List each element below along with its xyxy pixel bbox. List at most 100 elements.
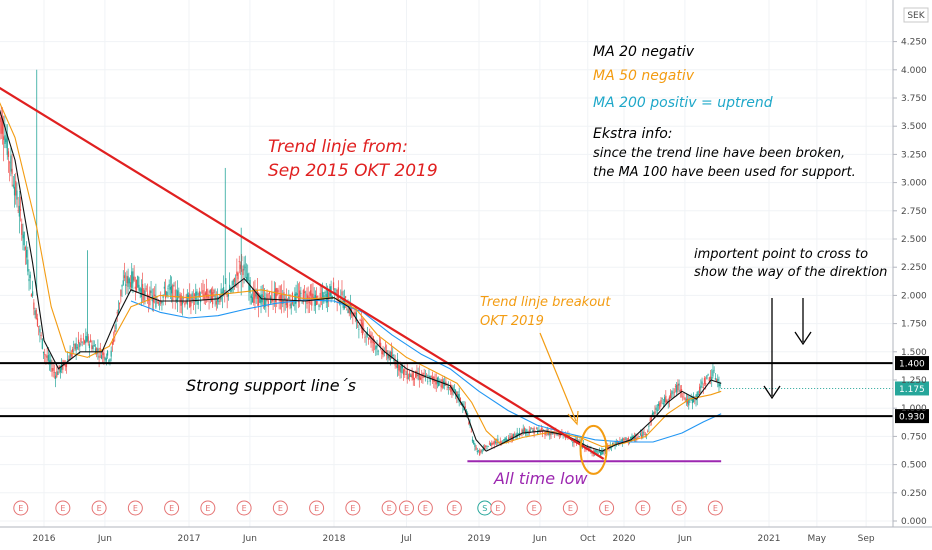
candle-body [218, 301, 220, 302]
candle-body [519, 432, 521, 435]
candle-body [80, 337, 82, 343]
important-note-line-2: show the way of the direktion [694, 265, 887, 280]
y-tick-label: 0.750 [901, 432, 927, 442]
breakout-note-title: Trend linje breakout [480, 295, 611, 310]
candle-body [174, 289, 176, 298]
candle-body [251, 297, 254, 303]
candle-body [516, 432, 518, 438]
candle-body [572, 442, 574, 443]
candle-body [249, 280, 251, 293]
candle-body [683, 393, 685, 395]
candle-body [715, 379, 718, 382]
candle-body [59, 367, 62, 373]
candle-body [132, 271, 134, 284]
trend-note-title: Trend linje from: [268, 137, 408, 157]
candle-body [679, 389, 681, 392]
candle-body [171, 285, 173, 294]
candle-body [381, 350, 383, 355]
candle-body [271, 292, 273, 302]
candle-body [360, 320, 362, 329]
candle-body [53, 371, 55, 373]
candle-body [288, 297, 290, 299]
candle-body [47, 355, 49, 361]
candle-body [163, 286, 165, 289]
candle-body [697, 394, 700, 395]
candle-body [459, 397, 461, 403]
candle-body [328, 292, 330, 300]
candle-body [270, 296, 272, 304]
x-tick-label: 2020 [613, 534, 636, 544]
candle-body [523, 427, 526, 432]
candle-body [664, 397, 666, 403]
candle-body [335, 289, 337, 291]
candle-body [113, 339, 115, 343]
candle-body [293, 304, 295, 306]
candle-body [90, 339, 92, 343]
candle-body [700, 385, 702, 389]
candle-body [18, 205, 20, 217]
candle-body [160, 300, 162, 304]
candle-body [237, 272, 239, 280]
candle-body [407, 377, 410, 379]
candle-body [650, 415, 652, 422]
y-tick-label: 2.500 [901, 235, 927, 245]
candle-body [100, 355, 103, 359]
event-marker-icon [55, 500, 71, 516]
candle-body [296, 293, 298, 296]
candle-body [485, 445, 487, 448]
candle-body [137, 275, 139, 288]
candle-body [406, 369, 408, 380]
y-tick-label: 1.250 [901, 376, 927, 386]
candle-body [647, 431, 649, 432]
candle-body [259, 294, 261, 303]
candle-body [260, 295, 262, 305]
event-marker-label: E [423, 504, 428, 513]
candle-body [642, 431, 644, 437]
candle-body [376, 345, 378, 348]
candle-body [347, 310, 349, 314]
candle-body [254, 288, 256, 299]
candle-body [294, 293, 296, 305]
candle-body [573, 442, 575, 443]
price-candles [0, 69, 721, 458]
candle-body [430, 375, 432, 377]
candle-body [155, 296, 157, 308]
candle-body [46, 356, 48, 358]
candle-body [699, 386, 701, 394]
candle-body [248, 282, 250, 293]
candle-body [490, 443, 492, 446]
candle-body [452, 387, 454, 390]
candle-body [19, 209, 22, 211]
candle-body [419, 377, 422, 380]
candle-body [521, 429, 523, 434]
candle-body [282, 299, 284, 304]
candle-body [672, 393, 674, 395]
event-marker-label: E [640, 504, 645, 513]
candle-body [676, 384, 678, 393]
candle-body [6, 133, 8, 155]
candle-body [302, 290, 304, 302]
candle-body [712, 370, 714, 377]
x-tick-label: 2019 [468, 534, 491, 544]
candle-body [30, 294, 33, 297]
candle-body [57, 371, 59, 375]
candle-body [670, 393, 672, 399]
candle-body [540, 428, 542, 431]
candle-body [363, 327, 365, 330]
candle-body [150, 290, 152, 293]
candle-body [533, 427, 535, 434]
candle-body [644, 433, 646, 435]
candle-body [463, 407, 465, 411]
candle-body [705, 383, 707, 385]
candle-body [213, 289, 215, 294]
candle-body [244, 266, 246, 268]
candle-body [624, 439, 626, 440]
candle-body [713, 369, 715, 371]
event-marker-label: E [404, 504, 409, 513]
arrow-down-icon [763, 298, 781, 400]
candle-body [686, 398, 689, 404]
event-marker-label: E [169, 504, 174, 513]
candle-body [280, 293, 283, 304]
candle-body [184, 302, 186, 306]
